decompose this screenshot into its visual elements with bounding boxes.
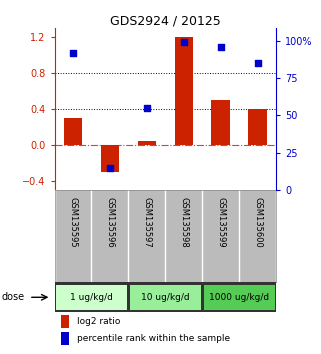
Bar	[56, 285, 127, 310]
Text: GSM135595: GSM135595	[68, 197, 78, 248]
Text: 1000 ug/kg/d: 1000 ug/kg/d	[209, 293, 269, 302]
Bar	[175, 37, 193, 145]
Bar	[138, 141, 156, 145]
Bar	[248, 109, 267, 145]
Point	[181, 39, 186, 45]
Bar	[101, 145, 119, 172]
Text: GSM135596: GSM135596	[105, 197, 115, 248]
Bar	[212, 100, 230, 145]
Text: GSM135600: GSM135600	[253, 197, 262, 248]
Text: dose: dose	[2, 292, 25, 302]
Title: GDS2924 / 20125: GDS2924 / 20125	[110, 14, 221, 27]
Bar	[204, 285, 274, 310]
Point	[144, 105, 150, 111]
Text: GSM135599: GSM135599	[216, 197, 225, 248]
Bar	[64, 118, 82, 145]
Point	[107, 165, 112, 170]
Bar	[61, 332, 69, 345]
Point	[218, 44, 223, 50]
Text: 10 ug/kg/d: 10 ug/kg/d	[141, 293, 190, 302]
Bar	[61, 315, 69, 328]
Text: percentile rank within the sample: percentile rank within the sample	[77, 334, 230, 343]
Bar	[130, 285, 201, 310]
Text: 1 ug/kg/d: 1 ug/kg/d	[70, 293, 113, 302]
Point	[71, 50, 76, 56]
Text: log2 ratio: log2 ratio	[77, 317, 120, 326]
Point	[255, 60, 260, 66]
Text: GSM135597: GSM135597	[142, 197, 152, 248]
Text: GSM135598: GSM135598	[179, 197, 188, 248]
